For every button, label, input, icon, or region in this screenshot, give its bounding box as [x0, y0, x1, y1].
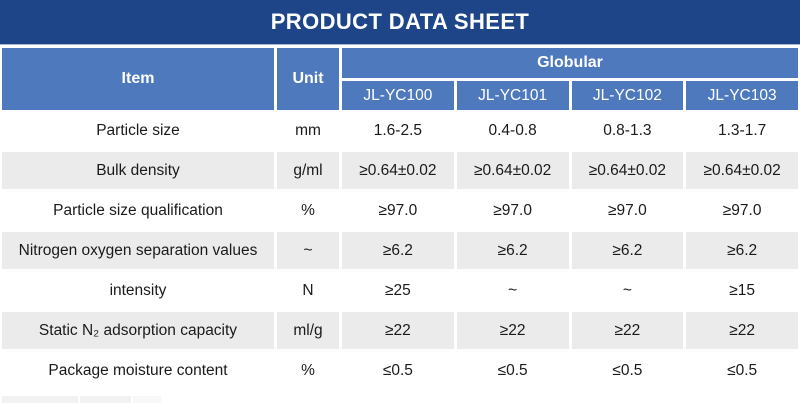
- value-cell: ≥0.64±0.02: [342, 152, 454, 189]
- value-cell: ≤0.5: [686, 352, 798, 389]
- item-cell: intensity: [2, 272, 274, 309]
- value-cell: ≥22: [456, 312, 569, 349]
- value-cell: ≥0.64±0.02: [686, 152, 798, 189]
- partial-cell: [2, 396, 78, 403]
- value-cell: ≥97.0: [456, 192, 569, 229]
- column-header-model-jl-yc102: JL-YC102: [571, 81, 684, 110]
- table-header: Item Unit Globular JL-YC100 JL-YC101 JL-…: [2, 48, 798, 110]
- value-cell: ≤0.5: [571, 352, 684, 389]
- value-cell: ≤0.5: [456, 352, 569, 389]
- table-row-particle-size: Particle size mm 1.6-2.5 0.4-0.8 0.8-1.3…: [2, 112, 798, 149]
- value-cell: 0.4-0.8: [456, 112, 569, 149]
- table-row-package-moisture: Package moisture content % ≤0.5 ≤0.5 ≤0.…: [2, 352, 798, 389]
- banner-divider-rule: [0, 44, 800, 45]
- value-cell: ≥22: [571, 312, 684, 349]
- column-header-model-jl-yc101: JL-YC101: [456, 81, 569, 110]
- value-cell: ~: [571, 272, 684, 309]
- item-cell: Particle size: [2, 112, 274, 149]
- value-cell: 0.8-1.3: [571, 112, 684, 149]
- partial-next-row: [2, 396, 161, 403]
- unit-cell: %: [277, 352, 339, 389]
- table-row-particle-size-qualification: Particle size qualification % ≥97.0 ≥97.…: [2, 192, 798, 229]
- table-row-bulk-density: Bulk density g/ml ≥0.64±0.02 ≥0.64±0.02 …: [2, 152, 798, 189]
- item-cell: Nitrogen oxygen separation values: [2, 232, 274, 269]
- value-cell: ≥6.2: [456, 232, 569, 269]
- value-cell: ≤0.5: [342, 352, 454, 389]
- value-cell: ≥22: [342, 312, 454, 349]
- title-banner: PRODUCT DATA SHEET: [0, 0, 800, 44]
- column-header-model-jl-yc100: JL-YC100: [342, 81, 454, 110]
- column-header-item: Item: [2, 48, 274, 110]
- table-row-nitrogen-oxygen-separation: Nitrogen oxygen separation values ~ ≥6.2…: [2, 232, 798, 269]
- page-title: PRODUCT DATA SHEET: [270, 9, 530, 34]
- value-cell: ≥22: [686, 312, 798, 349]
- item-cell: Particle size qualification: [2, 192, 274, 229]
- value-cell: ~: [456, 272, 569, 309]
- table-row-intensity: intensity N ≥25 ~ ~ ≥15: [2, 272, 798, 309]
- column-header-globular: Globular: [342, 48, 798, 78]
- value-cell: 1.3-1.7: [686, 112, 798, 149]
- value-cell: ≥6.2: [686, 232, 798, 269]
- table-row-static-n2-adsorption: Static N₂ adsorption capacity ml/g ≥22 ≥…: [2, 312, 798, 349]
- item-cell: Static N₂ adsorption capacity: [2, 312, 274, 349]
- value-cell: ≥0.64±0.02: [456, 152, 569, 189]
- partial-cell: [80, 396, 131, 403]
- unit-cell: ml/g: [277, 312, 339, 349]
- unit-cell: mm: [277, 112, 339, 149]
- column-header-model-jl-yc103: JL-YC103: [686, 81, 798, 110]
- value-cell: ≥6.2: [571, 232, 684, 269]
- partial-cell: [133, 396, 161, 403]
- unit-cell: %: [277, 192, 339, 229]
- item-cell: Bulk density: [2, 152, 274, 189]
- value-cell: ≥6.2: [342, 232, 454, 269]
- value-cell: 1.6-2.5: [342, 112, 454, 149]
- value-cell: ≥0.64±0.02: [571, 152, 684, 189]
- banner-divider: [0, 44, 800, 48]
- item-cell: Package moisture content: [2, 352, 274, 389]
- value-cell: ≥97.0: [571, 192, 684, 229]
- spec-table: Item Unit Globular JL-YC100 JL-YC101 JL-…: [0, 48, 800, 389]
- value-cell: ≥97.0: [686, 192, 798, 229]
- unit-cell: g/ml: [277, 152, 339, 189]
- unit-cell: ~: [277, 232, 339, 269]
- value-cell: ≥15: [686, 272, 798, 309]
- unit-cell: N: [277, 272, 339, 309]
- column-header-unit: Unit: [277, 48, 339, 110]
- value-cell: ≥97.0: [342, 192, 454, 229]
- value-cell: ≥25: [342, 272, 454, 309]
